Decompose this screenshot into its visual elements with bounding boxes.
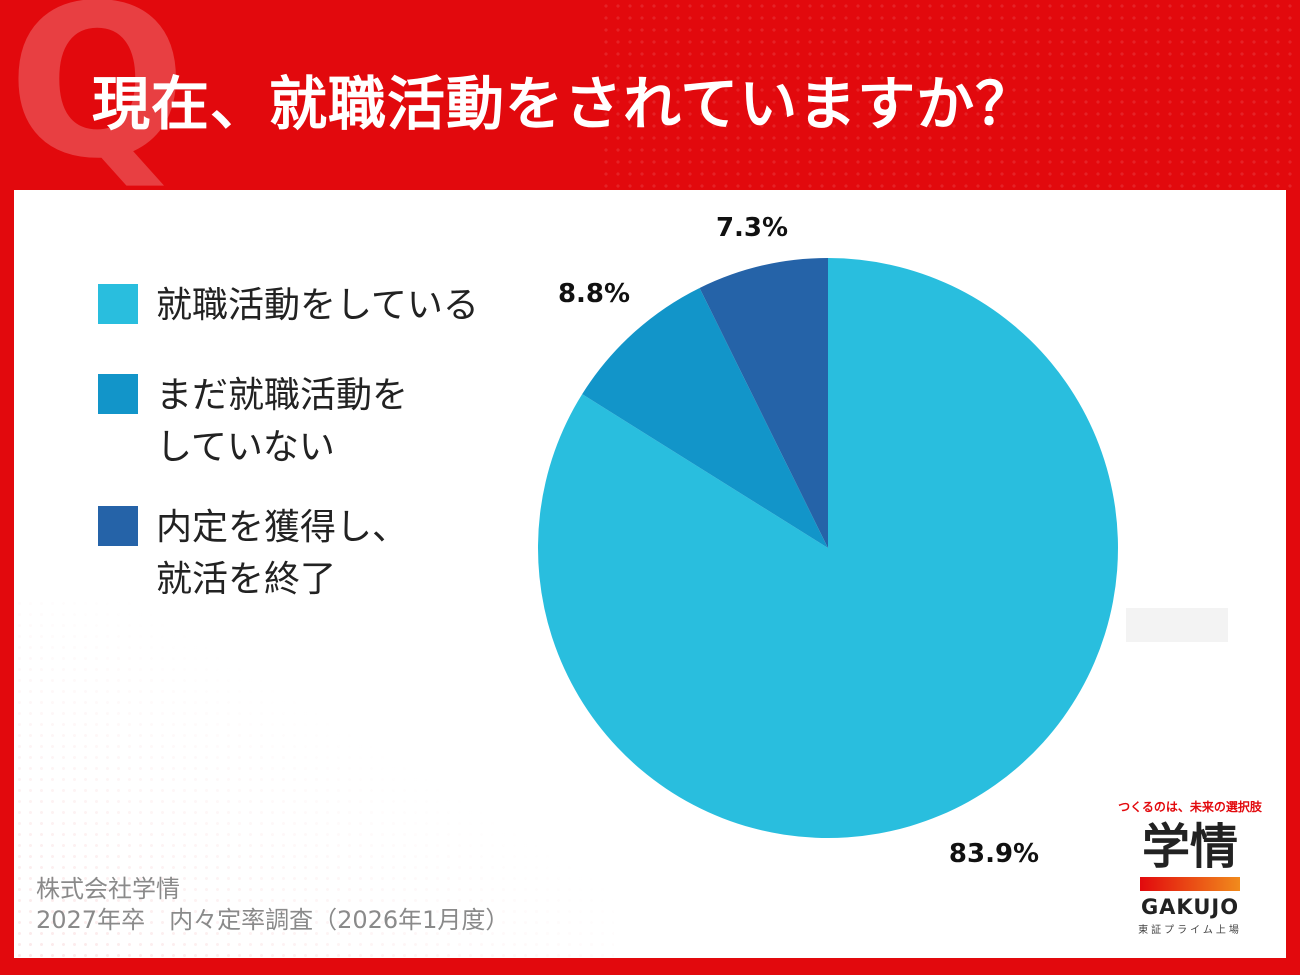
legend-item-active: 就職活動をしている <box>98 280 516 332</box>
legend-swatch-finished <box>98 506 138 546</box>
logo-name: 学情 <box>1141 819 1238 875</box>
legend-label-finished-line-1: 内定を獲得し、 <box>156 507 409 548</box>
logo-color-bar <box>1140 877 1240 891</box>
header-dot-pattern <box>600 0 1300 190</box>
logo-roman: GAKUJO <box>1140 895 1240 919</box>
pie-label-finished: 7.3% <box>716 213 788 243</box>
legend-label-not-started-line-1: まだ就職活動を <box>156 375 409 416</box>
legend-label-not-started: まだ就職活動を していない <box>156 370 516 474</box>
page-title: 現在、就職活動をされていますか？ <box>92 70 1035 138</box>
legend-item-not-started: まだ就職活動を していない <box>98 370 516 474</box>
gakujo-logo: つくるのは、未来の選択肢 学情 GAKUJO 東証プライム上場 <box>1110 798 1270 936</box>
panel-dot-pattern <box>14 598 614 958</box>
pie-label-active: 83.9% <box>949 839 1039 869</box>
chart-panel: 就職活動をしている まだ就職活動を していない 内定を獲得し、 就活を終了 83… <box>14 190 1286 958</box>
pie-slice-not-started <box>582 287 828 548</box>
logo-market: 東証プライム上場 <box>1138 925 1242 936</box>
pie-slice-finished <box>699 258 828 548</box>
pie-label-not-started: 8.8% <box>558 279 630 309</box>
legend-item-finished: 内定を獲得し、 就活を終了 <box>98 502 516 606</box>
legend-swatch-not-started <box>98 374 138 414</box>
pie-slice-active <box>537 258 1118 838</box>
legend-swatch-active <box>98 284 138 324</box>
pie-chart: 83.9% 8.8% 7.3% <box>537 213 1118 869</box>
q-mark: Q <box>8 0 187 205</box>
legend-label-active: 就職活動をしている <box>156 285 479 326</box>
legend-label-not-started-line-2: していない <box>156 427 335 468</box>
legend-label-finished: 内定を獲得し、 就活を終了 <box>156 502 516 606</box>
legend-label-finished-line-2: 就活を終了 <box>156 559 337 600</box>
logo-tagline: つくるのは、未来の選択肢 <box>1118 800 1262 814</box>
source-note: 株式会社学情 2027年卒 内々定率調査（2026年1月度） <box>36 875 510 934</box>
faint-placeholder-bar <box>1126 608 1228 642</box>
